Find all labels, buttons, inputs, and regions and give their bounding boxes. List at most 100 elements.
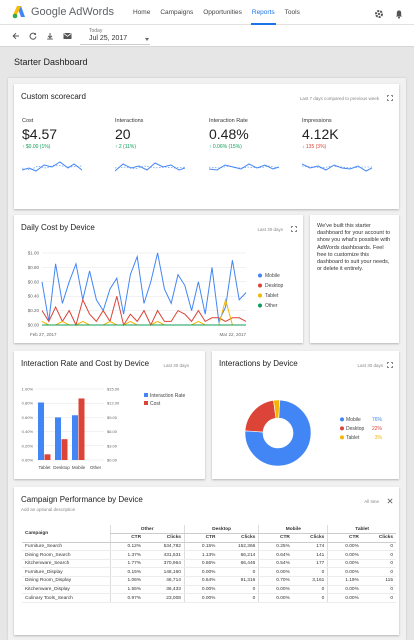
toolbar: Today Jul 25, 2017	[0, 25, 414, 47]
date-selector[interactable]: Today Jul 25, 2017	[89, 29, 127, 43]
metric-impressions[interactable]: Impressions 4.12K ↓ 135 (3%)	[302, 118, 388, 150]
y-tick-label: $1.00	[28, 251, 40, 256]
date-underline	[80, 44, 150, 45]
email-icon[interactable]	[63, 27, 72, 45]
download-icon[interactable]	[46, 27, 54, 45]
daily-cost-title: Daily Cost by Device	[21, 223, 95, 232]
clicks-cell: 36,433	[144, 585, 185, 595]
campaign-name[interactable]: Kitchenware_Display	[22, 585, 110, 595]
ctr-cell: 1.19%	[327, 576, 362, 586]
bar-interaction-rate	[38, 402, 44, 460]
column-header-ctr[interactable]: CTR	[183, 533, 219, 543]
table-row[interactable]: Dining Room_Search 1.37% 431,531 1.13% 66,21…	[22, 550, 396, 560]
nav-reports[interactable]: Reports	[247, 0, 280, 25]
campaign-name[interactable]: Kitchenware_Search	[22, 559, 110, 569]
y-tick-label: $0.60	[28, 279, 40, 284]
nav-campaigns[interactable]: Campaigns	[160, 8, 194, 16]
column-header-clicks[interactable]: Clicks	[218, 533, 259, 543]
slice-desktop	[244, 399, 277, 433]
refresh-icon[interactable]	[29, 27, 37, 45]
column-header-ctr[interactable]: CTR	[327, 533, 362, 543]
table-row[interactable]: Dining Room_Display 1.06% 46,714 0.64% 91,31…	[22, 576, 396, 586]
y-right-tick-label: $6.00	[107, 429, 118, 434]
y-left-tick-label: 0.80%	[22, 401, 34, 406]
legend-percent: 22%	[372, 426, 383, 432]
bar-interaction-rate	[55, 417, 61, 460]
bell-icon[interactable]	[394, 6, 404, 24]
y-right-tick-label: $12.00	[107, 401, 120, 406]
column-header-clicks[interactable]: Clicks	[292, 533, 328, 543]
campaign-name[interactable]: Furniture_Display	[22, 567, 110, 578]
column-header-clicks[interactable]: Clicks	[144, 533, 185, 543]
clicks-cell: 23,008	[144, 593, 185, 603]
metric-interactions[interactable]: Interactions 20 ↑ 2 (11%)	[115, 118, 201, 150]
clicks-cell: 0	[292, 585, 328, 595]
expand-icon[interactable]	[387, 95, 393, 101]
bar-interaction-rate	[72, 415, 78, 460]
legend-marker	[258, 273, 262, 278]
legend-marker	[258, 293, 262, 298]
table-row[interactable]: Kitchenware_Display 1.55% 36,433 0.00% 0 0.00…	[22, 585, 396, 595]
metric-cost[interactable]: Cost $4.57 ↑ $0.00 (1%)	[22, 118, 108, 150]
table-row[interactable]: Furniture_Display 0.15% 148,160 0.00% 0 0.00%…	[22, 567, 396, 578]
legend-label: Other	[265, 303, 278, 309]
x-category-label: Other	[90, 465, 102, 470]
table-row[interactable]: Furniture_Search 0.12% 534,782 0.15% 152,366…	[22, 542, 396, 552]
ctr-cell: 0.54%	[258, 559, 293, 569]
clicks-cell: 115	[361, 576, 396, 586]
campaign-name[interactable]: Dining Room_Search	[22, 550, 110, 560]
chevron-down-icon[interactable]	[145, 38, 149, 41]
ctr-cell: 0.00%	[327, 542, 362, 552]
nav-opportunities[interactable]: Opportunities	[203, 8, 242, 16]
sparkline-cost	[22, 161, 82, 172]
close-icon[interactable]	[387, 498, 393, 504]
clicks-cell: 141	[292, 550, 328, 560]
ctr-cell: 0.64%	[258, 550, 293, 560]
table-row[interactable]: Kitchenware_Search 1.77% 370,964 0.66% 66,44…	[22, 559, 396, 569]
clicks-cell: 0	[361, 593, 396, 603]
legend-marker	[258, 283, 262, 288]
slice-tablet	[273, 399, 280, 419]
series-line-tablet	[41, 297, 246, 326]
column-header-clicks[interactable]: Clicks	[361, 533, 396, 543]
ctr-cell: 0.00%	[327, 559, 362, 569]
legend-label: Desktop	[346, 426, 365, 432]
ctr-cell: 0.00%	[258, 567, 293, 578]
slice-mobile	[244, 399, 312, 467]
clicks-cell: 0	[218, 593, 259, 603]
clicks-cell: 46,714	[144, 576, 185, 586]
campaign-period: All time	[364, 499, 379, 504]
x-category-label: Desktop	[53, 465, 70, 470]
column-header-campaign[interactable]: Campaign	[22, 525, 110, 543]
clicks-cell: 0	[361, 542, 396, 552]
table-row[interactable]: Culinary Tools_Search 0.97% 23,008 0.00% 0 0.…	[22, 593, 396, 603]
sparkline-interaction-rate	[209, 163, 279, 171]
campaign-name[interactable]: Dining Room_Display	[22, 576, 110, 586]
campaign-subtitle[interactable]: Add an optional description	[21, 507, 76, 512]
metric-interaction-rate[interactable]: Interaction Rate 0.48% ↑ 0.06% (15%)	[209, 118, 295, 150]
group-header-desktop: Desktop	[183, 525, 259, 535]
campaign-name[interactable]: Culinary Tools_Search	[22, 593, 110, 603]
clicks-cell: 0	[218, 585, 259, 595]
bar-cost	[61, 439, 68, 460]
y-left-tick-label: 0.40%	[22, 429, 34, 434]
gear-icon[interactable]	[374, 6, 384, 24]
expand-icon[interactable]	[291, 226, 297, 232]
clicks-cell: 0	[292, 567, 328, 578]
metric-value: 4.12K	[302, 126, 339, 142]
column-header-ctr[interactable]: CTR	[109, 533, 145, 543]
bar-cost	[78, 398, 85, 460]
metric-label: Impressions	[302, 118, 332, 124]
back-arrow-icon[interactable]	[12, 27, 20, 45]
metric-value: 0.48%	[209, 126, 249, 142]
clicks-cell: 0	[361, 550, 396, 560]
campaign-name[interactable]: Furniture_Search	[22, 542, 110, 552]
ctr-cell: 0.12%	[109, 542, 145, 552]
nav-home[interactable]: Home	[132, 8, 151, 16]
nav-tools[interactable]: Tools	[284, 8, 300, 16]
clicks-cell: 370,964	[144, 559, 185, 569]
y-right-tick-label: $15.00	[107, 387, 120, 392]
column-header-ctr[interactable]: CTR	[258, 533, 293, 543]
expand-icon[interactable]	[387, 362, 393, 368]
x-category-label: Tablet	[38, 465, 51, 470]
